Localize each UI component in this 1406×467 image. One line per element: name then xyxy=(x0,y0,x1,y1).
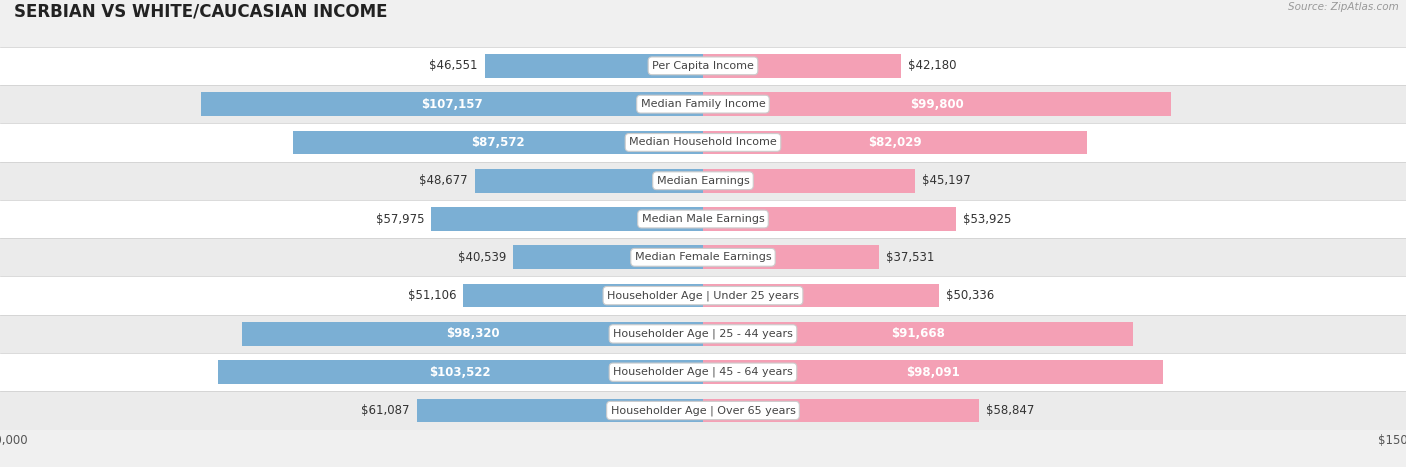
Text: $50,336: $50,336 xyxy=(946,289,994,302)
Bar xyxy=(703,207,956,231)
Bar xyxy=(432,207,703,231)
FancyBboxPatch shape xyxy=(0,276,1406,315)
Bar xyxy=(242,322,703,346)
Text: $58,847: $58,847 xyxy=(986,404,1035,417)
Text: Median Household Income: Median Household Income xyxy=(628,137,778,148)
FancyBboxPatch shape xyxy=(0,123,1406,162)
Bar xyxy=(703,54,901,78)
Text: $40,539: $40,539 xyxy=(457,251,506,264)
Bar xyxy=(703,399,979,422)
Bar xyxy=(703,131,1087,154)
Legend: Serbian, White/Caucasian: Serbian, White/Caucasian xyxy=(598,462,808,467)
FancyBboxPatch shape xyxy=(0,353,1406,391)
FancyBboxPatch shape xyxy=(0,391,1406,430)
Text: Median Female Earnings: Median Female Earnings xyxy=(634,252,772,262)
Text: Householder Age | 25 - 44 years: Householder Age | 25 - 44 years xyxy=(613,329,793,339)
FancyBboxPatch shape xyxy=(0,238,1406,276)
Text: Householder Age | Under 25 years: Householder Age | Under 25 years xyxy=(607,290,799,301)
Text: Median Earnings: Median Earnings xyxy=(657,176,749,186)
Text: $87,572: $87,572 xyxy=(471,136,524,149)
Text: $46,551: $46,551 xyxy=(429,59,478,72)
Text: Median Male Earnings: Median Male Earnings xyxy=(641,214,765,224)
Text: Householder Age | Over 65 years: Householder Age | Over 65 years xyxy=(610,405,796,416)
Bar xyxy=(703,246,879,269)
Text: $53,925: $53,925 xyxy=(963,212,1011,226)
Text: $91,668: $91,668 xyxy=(891,327,945,340)
Bar xyxy=(416,399,703,422)
Bar xyxy=(475,169,703,192)
Bar xyxy=(703,361,1163,384)
Text: $57,975: $57,975 xyxy=(375,212,425,226)
FancyBboxPatch shape xyxy=(0,162,1406,200)
Text: $37,531: $37,531 xyxy=(886,251,935,264)
Bar xyxy=(485,54,703,78)
FancyBboxPatch shape xyxy=(0,85,1406,123)
Text: $107,157: $107,157 xyxy=(420,98,482,111)
Text: Source: ZipAtlas.com: Source: ZipAtlas.com xyxy=(1288,2,1399,12)
Bar xyxy=(513,246,703,269)
Text: $48,677: $48,677 xyxy=(419,174,468,187)
Text: $61,087: $61,087 xyxy=(361,404,409,417)
Bar xyxy=(703,169,915,192)
Text: $103,522: $103,522 xyxy=(430,366,491,379)
Bar xyxy=(703,92,1171,116)
Text: $98,091: $98,091 xyxy=(905,366,960,379)
FancyBboxPatch shape xyxy=(0,47,1406,85)
Text: $82,029: $82,029 xyxy=(869,136,922,149)
Text: $98,320: $98,320 xyxy=(446,327,499,340)
Text: $45,197: $45,197 xyxy=(922,174,970,187)
Bar xyxy=(464,284,703,307)
Text: $99,800: $99,800 xyxy=(910,98,963,111)
Text: $42,180: $42,180 xyxy=(908,59,956,72)
Bar xyxy=(218,361,703,384)
Bar xyxy=(292,131,703,154)
Bar xyxy=(703,284,939,307)
Text: Householder Age | 45 - 64 years: Householder Age | 45 - 64 years xyxy=(613,367,793,377)
Text: Per Capita Income: Per Capita Income xyxy=(652,61,754,71)
Bar xyxy=(703,322,1133,346)
Bar xyxy=(201,92,703,116)
FancyBboxPatch shape xyxy=(0,200,1406,238)
FancyBboxPatch shape xyxy=(0,315,1406,353)
Text: $51,106: $51,106 xyxy=(408,289,457,302)
Text: SERBIAN VS WHITE/CAUCASIAN INCOME: SERBIAN VS WHITE/CAUCASIAN INCOME xyxy=(14,2,388,21)
Text: Median Family Income: Median Family Income xyxy=(641,99,765,109)
